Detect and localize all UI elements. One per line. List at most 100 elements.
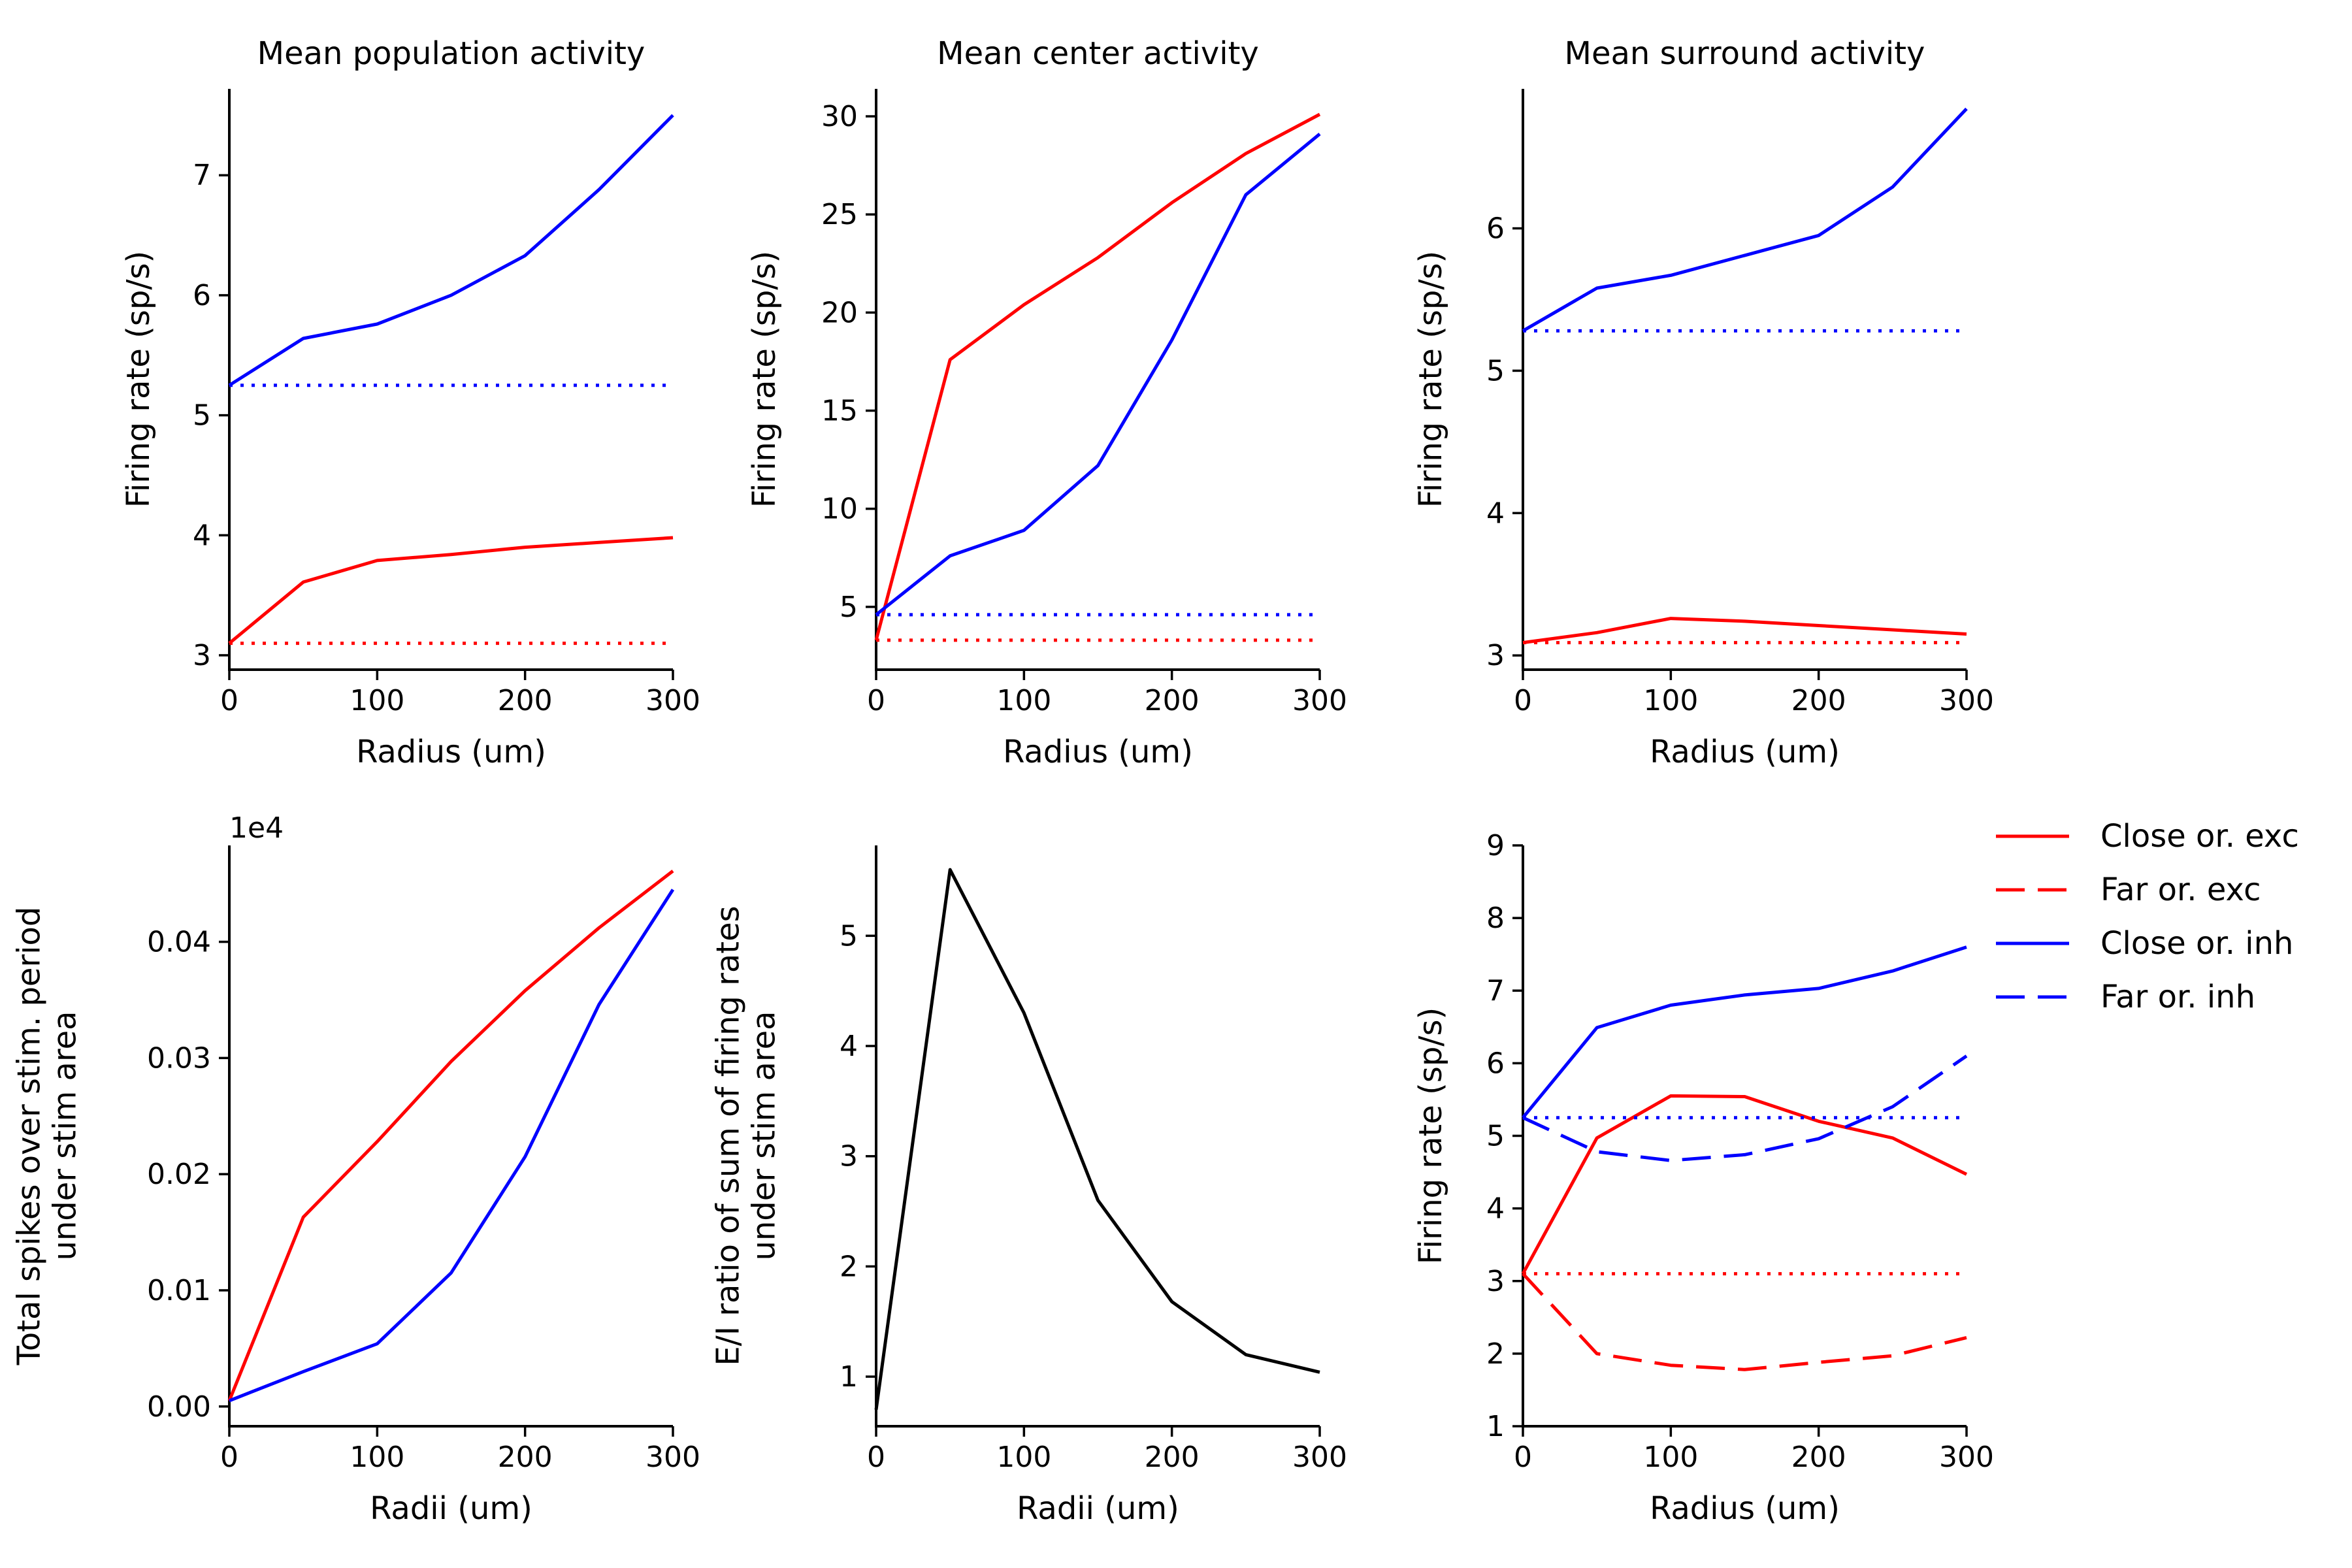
- x-tick-label: 300: [1939, 1441, 1994, 1474]
- series-line-solid: [875, 133, 1321, 616]
- x-tick-label: 100: [996, 684, 1051, 717]
- y-tick-label: 0.00: [147, 1390, 211, 1424]
- x-tick-label: 100: [996, 1441, 1051, 1474]
- y-tick-label: 2: [840, 1250, 858, 1283]
- y-tick-label: 20: [821, 296, 858, 329]
- y-tick-label: 5: [1486, 1120, 1505, 1153]
- y-tick-label: 0.01: [147, 1274, 211, 1307]
- y-tick-label: 3: [1486, 1265, 1505, 1298]
- x-tick-label: 200: [1791, 1441, 1846, 1474]
- x-tick-label: 200: [1145, 684, 1200, 717]
- x-tick-label: 300: [1292, 1441, 1347, 1474]
- x-tick-label: 300: [1939, 684, 1994, 717]
- series-line-solid: [1522, 617, 1967, 645]
- legend: Close or. exc Far or. exc Close or. inh Far…: [1996, 818, 2299, 1015]
- y-tick-label: 7: [1486, 974, 1505, 1007]
- x-axis-label: Radii (um): [370, 1490, 532, 1527]
- y-tick-label: 0.04: [147, 926, 211, 959]
- y-tick-label: 5: [840, 919, 858, 953]
- y-tick-label: 4: [193, 519, 211, 552]
- panel-p4: 0 100 200 300 0.00 0.01 0.02 0.03 0.04 1e4 Radii (…: [11, 811, 700, 1527]
- y-tick-label: 3: [1486, 639, 1505, 672]
- x-axis-label: Radii (um): [1017, 1490, 1179, 1527]
- x-axis-label: Radius (um): [356, 734, 546, 770]
- y-axis-label: Total spikes over stim. period: [11, 907, 48, 1366]
- y-axis-label: E/I ratio of sum of firing rates: [710, 906, 747, 1365]
- x-axis-label: Radius (um): [1650, 1490, 1840, 1527]
- x-tick-label: 100: [1643, 684, 1698, 717]
- x-tick-label: 100: [350, 684, 404, 717]
- series-line-close-or-inh: [1522, 945, 1967, 1119]
- x-tick-label: 100: [1643, 1441, 1698, 1474]
- legend-label: Close or. inh: [2100, 925, 2293, 962]
- y-tick-label: 5: [193, 399, 211, 433]
- x-tick-label: 200: [1145, 1441, 1200, 1474]
- legend-label: Far or. inh: [2100, 979, 2255, 1015]
- chart-title: Mean surround activity: [1565, 35, 1925, 72]
- y-tick-label: 3: [840, 1140, 858, 1173]
- x-tick-label: 0: [220, 1441, 238, 1474]
- x-tick-label: 0: [220, 684, 238, 717]
- y-tick-label: 4: [1486, 1192, 1505, 1226]
- series-line-close-or-exc: [1521, 1094, 1968, 1275]
- x-tick-label: 100: [350, 1441, 404, 1474]
- legend-label: Far or. exc: [2100, 872, 2261, 908]
- y-tick-label: 5: [1486, 354, 1505, 387]
- y-tick-label: 6: [1486, 212, 1505, 246]
- panel-p1: 0 100 200 300 3 4 5 6 7 Mean population activity R…: [120, 35, 700, 770]
- y-axis-label: under stim area: [746, 1011, 783, 1260]
- y-tick-label: 3: [193, 639, 211, 672]
- x-tick-label: 200: [498, 684, 553, 717]
- series-line-solid: [874, 112, 1321, 641]
- y-tick-label: 7: [193, 159, 211, 192]
- series-line-solid: [227, 870, 674, 1401]
- y-tick-label: 10: [821, 493, 858, 526]
- chart-title: Mean center activity: [937, 35, 1259, 72]
- x-tick-label: 200: [1791, 684, 1846, 717]
- x-tick-label: 200: [498, 1441, 553, 1474]
- y-tick-label: 8: [1486, 902, 1505, 935]
- x-tick-label: 0: [867, 1441, 885, 1474]
- x-axis-label: Radius (um): [1650, 734, 1840, 770]
- series-line-solid: [228, 536, 674, 645]
- chart-title: Mean population activity: [257, 35, 645, 72]
- y-tick-label: 1: [840, 1360, 858, 1394]
- y-tick-label: 6: [193, 279, 211, 312]
- x-tick-label: 0: [867, 684, 885, 717]
- panel-p2: 0 100 200 300 5 10 15 20 25 30 Mean center activit…: [746, 35, 1347, 770]
- panel-p6: 0 100 200 300 1 2 3 4 5 6 7 8 9 Radius (um) Firing rat…: [1413, 818, 2299, 1527]
- series-line-solid: [1522, 107, 1968, 333]
- x-tick-label: 0: [1514, 1441, 1532, 1474]
- y-tick-label: 9: [1486, 829, 1505, 862]
- series-line-solid: [874, 868, 1320, 1411]
- series-line-solid: [229, 889, 675, 1403]
- y-axis-label: Firing rate (sp/s): [746, 251, 783, 508]
- y-tick-label: 15: [821, 395, 858, 428]
- y-tick-label: 25: [821, 198, 858, 231]
- x-tick-label: 300: [645, 684, 700, 717]
- y-axis-label: Firing rate (sp/s): [1413, 251, 1449, 508]
- y-tick-label: 2: [1486, 1337, 1505, 1371]
- series-line-far-or-exc: [1522, 1272, 1967, 1371]
- y-tick-label: 30: [821, 100, 858, 133]
- x-tick-label: 300: [1292, 684, 1347, 717]
- x-axis-label: Radius (um): [1003, 734, 1193, 770]
- y-axis-label: under stim area: [47, 1011, 84, 1260]
- x-tick-label: 300: [645, 1441, 700, 1474]
- panel-p5: 0 100 200 300 1 2 3 4 5 Radii (um) E/I ratio of su…: [710, 845, 1347, 1527]
- legend-label: Close or. exc: [2100, 818, 2299, 855]
- y-tick-label: 6: [1486, 1047, 1505, 1080]
- y-tick-label: 0.02: [147, 1158, 211, 1191]
- y-tick-label: 4: [1486, 497, 1505, 530]
- panel-p3: 0 100 200 300 3 4 5 6 Mean surround activity Radi…: [1413, 35, 1994, 770]
- y-tick-label: 0.03: [147, 1041, 211, 1075]
- series-line-far-or-inh: [1522, 1054, 1968, 1162]
- y-offset-text: 1e4: [229, 811, 284, 845]
- y-tick-label: 1: [1486, 1410, 1505, 1443]
- y-tick-label: 5: [840, 591, 858, 624]
- series-line-solid: [228, 114, 674, 387]
- y-tick-label: 4: [840, 1030, 858, 1063]
- y-axis-label: Firing rate (sp/s): [120, 251, 157, 508]
- y-axis-label: Firing rate (sp/s): [1413, 1007, 1449, 1265]
